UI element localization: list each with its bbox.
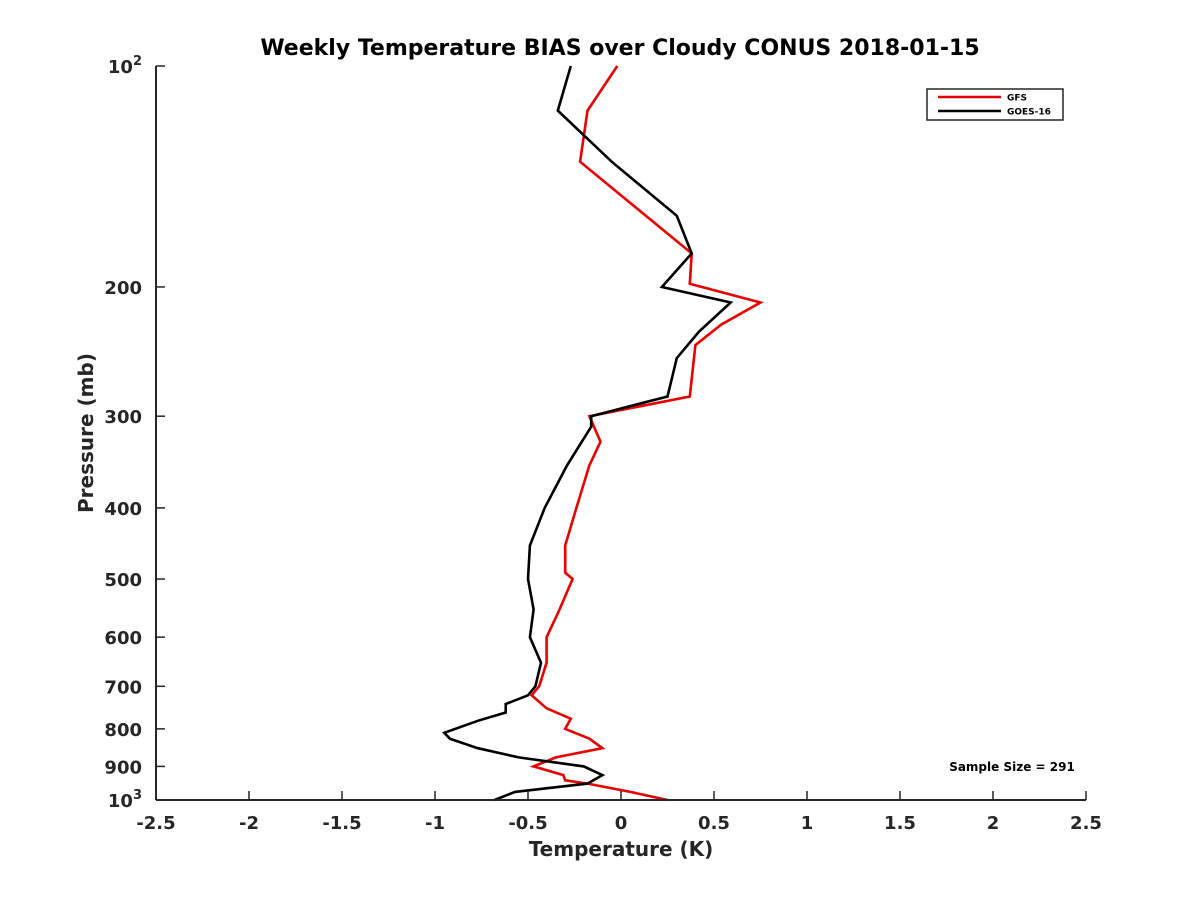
x-tick-label: 0 — [615, 813, 628, 834]
sample-size-annotation: Sample Size = 291 — [949, 760, 1075, 774]
x-tick-label: -0.5 — [508, 813, 547, 834]
x-tick-label: -2 — [239, 813, 259, 834]
y-tick-label: 400 — [104, 499, 142, 520]
y-tick-label: 800 — [104, 720, 142, 741]
x-tick-label: 0.5 — [698, 813, 730, 834]
x-tick-label: -2.5 — [136, 813, 175, 834]
x-tick-label: 1.5 — [884, 813, 916, 834]
x-ticks: -2.5 -2 -1.5 -1 -0.5 0 0.5 1 1.5 2 2.5 — [136, 791, 1102, 834]
x-axis-label: Temperature (K) — [529, 837, 714, 861]
chart-title: Weekly Temperature BIAS over Cloudy CONU… — [260, 36, 979, 61]
x-tick-label: 1 — [801, 813, 814, 834]
y-tick-label: 200 — [104, 278, 142, 299]
y-tick-label: 700 — [104, 677, 142, 698]
x-tick-label: 2 — [987, 813, 1000, 834]
legend-box — [926, 88, 1064, 121]
y-tick-label: 103 — [108, 788, 142, 812]
legend: GFS GOES-16 — [926, 88, 1064, 121]
y-tick-label: 900 — [104, 757, 142, 778]
legend-label: GOES-16 — [1007, 108, 1051, 118]
series-line-goes-16 — [441, 65, 734, 802]
x-tick-label: 2.5 — [1070, 813, 1102, 834]
x-tick-label: -1.5 — [322, 813, 361, 834]
y-axis-label: Pressure (mb) — [74, 353, 98, 513]
y-tick-label: 300 — [104, 407, 142, 428]
y-tick-label: 500 — [104, 570, 142, 591]
series-group — [441, 65, 764, 802]
series-line-gfs — [529, 65, 764, 802]
legend-label: GFS — [1007, 94, 1027, 104]
y-tick-label: 600 — [104, 628, 142, 649]
y-ticks: 102 200 300 400 500 600 700 800 900 103 — [104, 54, 165, 812]
y-tick-label: 102 — [108, 54, 142, 78]
x-tick-label: -1 — [425, 813, 445, 834]
